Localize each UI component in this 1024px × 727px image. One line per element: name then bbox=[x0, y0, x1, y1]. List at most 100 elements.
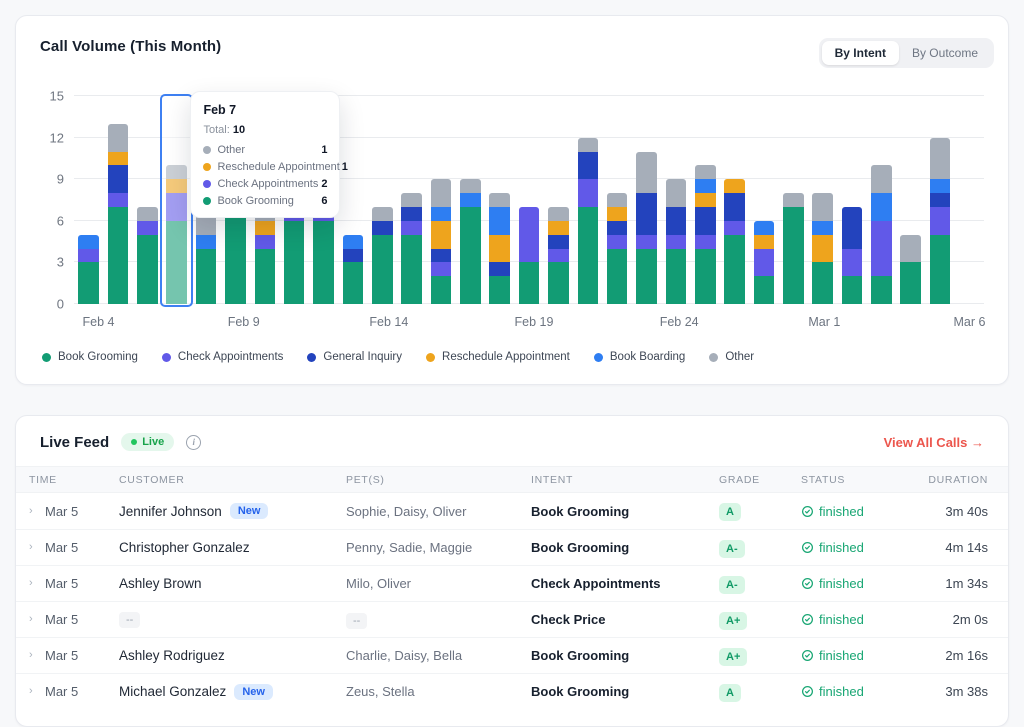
live-dot-icon bbox=[131, 439, 138, 445]
tooltip-date: Feb 7 bbox=[203, 103, 237, 117]
bar-segment bbox=[636, 248, 657, 304]
pets-list: Penny, Sadie, Maggie bbox=[346, 540, 473, 555]
toggle-by-intent[interactable]: By Intent bbox=[821, 41, 899, 65]
tooltip-series-label: Book Grooming bbox=[217, 195, 294, 207]
info-icon[interactable]: i bbox=[186, 434, 202, 450]
table-row[interactable]: › Mar 5 Ashley Brown Milo, Oliver Check Appo… bbox=[16, 565, 1008, 601]
bar-Feb 22[interactable] bbox=[606, 193, 628, 304]
bar-Feb 16[interactable] bbox=[430, 179, 452, 304]
bar-segment bbox=[812, 193, 833, 221]
chevron-right-icon[interactable]: › bbox=[29, 649, 33, 661]
bar-Feb 19[interactable] bbox=[518, 206, 540, 304]
bar-Feb 25[interactable] bbox=[694, 165, 716, 304]
table-row[interactable]: › Mar 5 Michael Gonzalez New Zeus, Stella Boo… bbox=[16, 673, 1008, 709]
call-intent: Check Price bbox=[531, 612, 606, 627]
table-row[interactable]: › Mar 5 Ashley Rodriguez Charlie, Daisy, Be… bbox=[16, 637, 1008, 673]
bar-segment bbox=[401, 234, 422, 304]
bar-Feb 21[interactable] bbox=[577, 137, 599, 304]
gridline bbox=[74, 95, 984, 96]
bar-segment bbox=[548, 234, 569, 249]
customer-name: Michael Gonzalez New bbox=[119, 683, 346, 700]
legend-item-general-inquiry[interactable]: General Inquiry bbox=[307, 351, 402, 363]
selected-bar-highlight bbox=[160, 94, 194, 307]
customer-name: -- bbox=[119, 611, 346, 628]
status-text: finished bbox=[819, 576, 864, 591]
legend-item-other[interactable]: Other bbox=[709, 351, 754, 363]
table-row[interactable]: › Mar 5 Jennifer Johnson New Sophie, Daisy, … bbox=[16, 493, 1008, 529]
bar-segment bbox=[753, 276, 775, 304]
bar-segment bbox=[636, 151, 657, 194]
table-row[interactable]: › Mar 5 -- -- Check Price A+ finished 2m 0s bbox=[16, 601, 1008, 637]
bar-segment bbox=[342, 248, 364, 263]
table-row[interactable]: › Mar 5 Christopher Gonzalez Penny, Sadie, … bbox=[16, 529, 1008, 565]
toggle-by-outcome[interactable]: By Outcome bbox=[899, 41, 991, 65]
bar-slot-Feb 17 bbox=[456, 96, 485, 304]
bar-Mar 2[interactable] bbox=[841, 206, 863, 304]
y-tick-label: 0 bbox=[56, 296, 64, 312]
bar-segment bbox=[783, 193, 804, 207]
bar-Feb 7[interactable] bbox=[166, 165, 188, 304]
bar-slot-Feb 24 bbox=[661, 96, 690, 304]
bar-segment bbox=[372, 220, 393, 235]
chevron-right-icon[interactable]: › bbox=[29, 504, 33, 517]
bar-Mar 1[interactable] bbox=[812, 193, 833, 304]
bar-Feb 5[interactable] bbox=[107, 123, 129, 304]
bar-Feb 26[interactable] bbox=[724, 179, 745, 304]
bar-Feb 17[interactable] bbox=[460, 179, 481, 304]
bar-Feb 27[interactable] bbox=[753, 220, 775, 304]
bar-Feb 13[interactable] bbox=[342, 234, 364, 304]
bar-segment bbox=[430, 220, 452, 249]
bar-Mar 4[interactable] bbox=[900, 234, 922, 304]
call-intent: Book Grooming bbox=[531, 648, 630, 663]
bar-Feb 24[interactable] bbox=[665, 179, 687, 304]
chevron-right-icon[interactable]: › bbox=[29, 685, 33, 697]
bar-segment bbox=[254, 248, 276, 304]
call-duration: 2m 0s bbox=[952, 612, 988, 627]
bar-Feb 4[interactable] bbox=[78, 234, 99, 304]
bar-Feb 14[interactable] bbox=[372, 206, 393, 304]
call-duration: 3m 40s bbox=[945, 503, 988, 519]
bar-segment bbox=[254, 234, 276, 249]
bar-segment bbox=[871, 276, 892, 304]
empty-placeholder: -- bbox=[346, 613, 368, 629]
chevron-right-icon[interactable]: › bbox=[29, 541, 33, 553]
legend-item-reschedule-appointment[interactable]: Reschedule Appointment bbox=[426, 351, 570, 363]
bar-segment bbox=[489, 234, 510, 263]
bar-segment bbox=[166, 220, 188, 304]
bar-segment bbox=[195, 248, 217, 304]
bar-segment bbox=[724, 179, 745, 194]
bar-Feb 15[interactable] bbox=[401, 193, 422, 304]
call-duration: 4m 14s bbox=[945, 540, 988, 555]
bar-segment bbox=[401, 220, 422, 235]
bar-segment bbox=[548, 262, 569, 304]
check-circle-icon bbox=[801, 613, 814, 626]
bar-segment bbox=[548, 220, 569, 235]
call-duration: 2m 16s bbox=[945, 648, 988, 663]
legend-item-book-boarding[interactable]: Book Boarding bbox=[593, 351, 685, 363]
bar-segment bbox=[342, 234, 364, 249]
chevron-right-icon[interactable]: › bbox=[29, 613, 33, 625]
bar-segment bbox=[606, 193, 628, 207]
bar-Feb 20[interactable] bbox=[548, 206, 569, 304]
bar-slot-Feb 23 bbox=[632, 96, 661, 304]
bar-Feb 28[interactable] bbox=[783, 193, 804, 304]
view-all-calls-link[interactable]: View All Calls → bbox=[883, 434, 984, 450]
legend-item-book-grooming[interactable]: Book Grooming bbox=[42, 351, 138, 363]
bar-Feb 23[interactable] bbox=[636, 151, 657, 304]
bar-Mar 5[interactable] bbox=[929, 137, 951, 304]
bar-slot-Feb 21 bbox=[573, 96, 602, 304]
bar-Mar 3[interactable] bbox=[871, 165, 892, 304]
chevron-right-icon[interactable]: › bbox=[29, 577, 33, 589]
grade-badge: A bbox=[719, 503, 741, 521]
bar-Feb 8[interactable] bbox=[195, 206, 217, 304]
legend-item-check-appointments[interactable]: Check Appointments bbox=[161, 351, 283, 363]
bar-Feb 6[interactable] bbox=[137, 206, 158, 304]
x-tick-label: Feb 4 bbox=[82, 315, 115, 329]
bar-Feb 18[interactable] bbox=[489, 193, 510, 304]
call-status: finished bbox=[801, 612, 921, 627]
bar-segment bbox=[548, 206, 569, 221]
legend-label: Other bbox=[725, 351, 755, 363]
live-feed-card: Live Feed Live i View All Calls → TIME CU… bbox=[15, 415, 1009, 727]
bar-segment bbox=[606, 220, 628, 235]
bar-segment bbox=[430, 262, 452, 277]
